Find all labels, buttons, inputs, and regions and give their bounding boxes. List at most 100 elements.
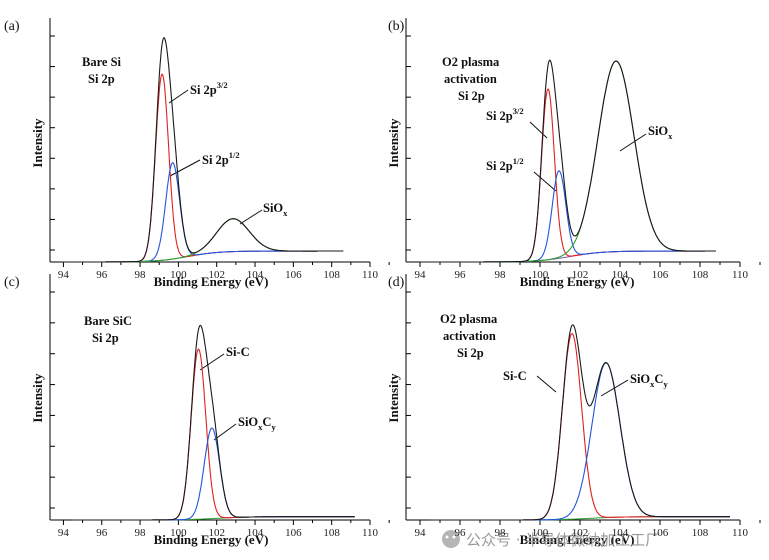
panel-d-x-tick-label: 96: [455, 527, 467, 539]
panel-b-plot: 94 96 98 100 102 104 106 108 110: [405, 18, 761, 281]
panel-d-x-tick-label: 108: [692, 527, 709, 539]
panel-c-series-sioxcy: [73, 427, 355, 521]
panel-d-annot-sioxcy: SiOxCy: [630, 372, 668, 389]
panel-d-label: (d): [388, 275, 405, 290]
panel-b-leader-siox: [619, 133, 647, 152]
panel-d-x-tick-label: 110: [732, 527, 749, 539]
panel-a-annot-si2p32: Si 2p3/2: [190, 80, 228, 97]
panel-d-leader-sic: [536, 375, 557, 393]
panel-a-title-line2: Si 2p: [88, 72, 115, 86]
panel-d-xlabel: Binding Energy (eV): [520, 532, 635, 547]
panel-a-x-tick-label: 104: [247, 269, 264, 281]
panel-a-x-tick-label: 98: [135, 269, 147, 281]
panel-b-series-si-2p3-2: [420, 88, 716, 263]
panel-a-background-line: [63, 250, 344, 263]
panel-c-leader-sioxcy: [213, 423, 237, 441]
panel-a-leader-si2p12: [169, 159, 201, 177]
panel-b-title-line2: activation: [444, 72, 497, 86]
panel-d-x-tick-label: 94: [415, 527, 427, 539]
panel-c-leader-sic: [199, 353, 225, 371]
panel-a: (a) Intensity Binding Energy (eV) Bare S…: [4, 19, 288, 289]
panel-c-x-tick-label: 102: [208, 527, 225, 539]
panel-c-x-tick-label: 108: [323, 527, 340, 539]
panel-b: (b) Intensity Binding Energy (eV) O2 pla…: [386, 19, 673, 289]
panel-c-x-tick-label: 110: [362, 527, 379, 539]
panel-d-title-line3: Si 2p: [457, 346, 484, 360]
panel-c-x-tick-label: 104: [247, 527, 264, 539]
watermark-text: 公众号 · 半导体微纳加工工厂: [466, 531, 660, 549]
panel-c-x-tick-label: 100: [170, 527, 187, 539]
panel-d-ylabel: Intensity: [386, 373, 401, 423]
panel-a-series-si-2p3-2: [63, 73, 344, 263]
panel-d-x-tick-label: 104: [612, 527, 629, 539]
panel-b-x-tick-label: 110: [732, 269, 749, 281]
watermark: 公众号 · 半导体微纳加工工厂: [442, 530, 660, 549]
panel-a-plot: 94 96 98 100 102 104 106 108 110: [49, 18, 390, 281]
panel-a-ylabel: Intensity: [30, 118, 45, 168]
panel-a-x-tick-label: 94: [58, 269, 70, 281]
panel-c-x-tick-label: 96: [96, 527, 108, 539]
panel-d-plot: 94 96 98 100 102 104 106 108 110: [405, 274, 761, 539]
panel-c-ylabel: Intensity: [30, 373, 45, 423]
panel-a-x-tick-label: 108: [323, 269, 340, 281]
panel-a-title-line1: Bare Si: [82, 55, 122, 69]
panel-c-series-envelope: [73, 324, 355, 521]
wechat-icon-eye-right: [452, 535, 456, 539]
panel-b-series-envelope: [420, 59, 716, 263]
panel-a-series-siox: [63, 218, 344, 263]
panel-c-x-tick-label: 94: [58, 527, 70, 539]
panel-c-plot: 94 96 98 100 102 104 106 108 110: [49, 274, 390, 539]
panel-a-x-tick-label: 106: [285, 269, 302, 281]
panel-d: (d) Intensity Binding Energy (eV) O2 pla…: [386, 275, 668, 547]
wechat-icon: [442, 530, 460, 548]
panel-b-ylabel: Intensity: [386, 118, 401, 168]
panel-c-x-tick-label: 98: [135, 527, 147, 539]
panel-a-x-tick-label: 102: [208, 269, 225, 281]
panel-b-title-line1: O2 plasma: [442, 55, 500, 69]
panel-b-x-tick-label: 98: [495, 269, 507, 281]
panel-b-x-tick-label: 96: [455, 269, 467, 281]
panel-a-annot-siox: SiOx: [263, 201, 288, 218]
panel-c-title-line1: Bare SiC: [84, 314, 132, 328]
panel-c-label: (c): [4, 275, 20, 290]
panel-a-xlabel: Binding Energy (eV): [154, 274, 269, 289]
panel-b-leader-si2p12: [533, 171, 557, 192]
panel-b-x-tick-label: 100: [532, 269, 549, 281]
panel-d-series-envelope: [430, 324, 730, 521]
panel-a-x-tick-label: 110: [362, 269, 379, 281]
panel-d-x-tick-label: 106: [652, 527, 669, 539]
panel-d-x-tick-label: 100: [532, 527, 549, 539]
panel-b-leader-si2p32: [529, 121, 548, 139]
panel-c-x-tick-label: 106: [285, 527, 302, 539]
panel-d-title-line1: O2 plasma: [440, 312, 498, 326]
panel-b-annot-si2p32: Si 2p3/2: [486, 106, 524, 123]
panel-b-x-tick-label: 108: [692, 269, 709, 281]
panel-d-title-line2: activation: [443, 329, 496, 343]
panel-c-title-line2: Si 2p: [92, 331, 119, 345]
panel-b-label: (b): [388, 19, 405, 34]
panel-b-x-tick-label: 106: [652, 269, 669, 281]
panel-a-leader-siox: [239, 209, 263, 225]
plot-layers: 94 96 98 100 102 104 106 108 110 94 96 98 100 102 104 1…: [49, 18, 761, 539]
panel-d-annot-sic: Si-C: [503, 369, 527, 383]
panel-c-annot-sic: Si-C: [226, 345, 250, 359]
wechat-icon-eye-left: [445, 535, 449, 539]
panel-c-annot-sioxcy: SiOxCy: [238, 415, 276, 432]
panel-a-x-tick-label: 100: [170, 269, 187, 281]
panel-a-label: (a): [4, 19, 20, 34]
panel-d-x-tick-label: 102: [572, 527, 589, 539]
panel-a-annot-si2p12: Si 2p1/2: [202, 150, 240, 167]
panel-c: (c) Intensity Binding Energy (eV) Bare S…: [4, 275, 276, 547]
panel-b-x-tick-label: 102: [572, 269, 589, 281]
panel-a-series-envelope: [63, 36, 344, 263]
panel-b-annot-siox: SiOx: [648, 124, 673, 141]
panel-b-x-tick-label: 104: [612, 269, 629, 281]
panel-d-x-tick-label: 98: [495, 527, 507, 539]
panel-b-title-line3: Si 2p: [458, 89, 485, 103]
panel-b-xlabel: Binding Energy (eV): [520, 274, 635, 289]
panel-c-series-si-c: [73, 348, 355, 521]
panel-b-background-line: [420, 250, 716, 263]
panel-b-x-tick-label: 94: [415, 269, 427, 281]
panel-b-annot-si2p12: Si 2p1/2: [486, 156, 524, 173]
